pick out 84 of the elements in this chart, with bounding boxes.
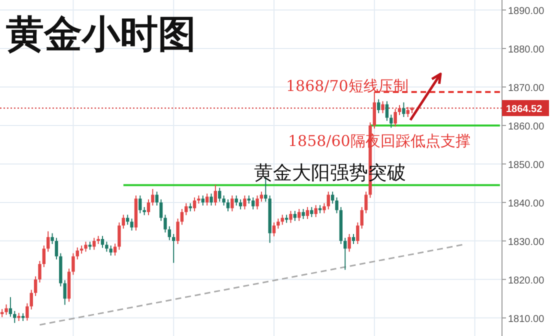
candlestick (155, 191, 158, 206)
candlestick (293, 210, 297, 222)
candlestick (243, 195, 246, 210)
candlestick (168, 226, 172, 241)
candlestick (76, 246, 79, 260)
candlestick (210, 193, 213, 206)
candlestick (30, 289, 33, 310)
candlestick (180, 208, 184, 226)
candlestick (146, 198, 150, 216)
candlestick (214, 184, 218, 206)
y-tick-label: 1830.00 (508, 236, 545, 248)
candlestick (360, 206, 364, 230)
candlestick (159, 198, 163, 222)
candlestick (13, 310, 16, 324)
chart-title: 黄金小时图 (6, 11, 196, 56)
candlestick (54, 237, 58, 260)
candlestick (344, 237, 347, 270)
candlestick (385, 100, 389, 122)
candlestick (322, 202, 326, 214)
candlestick (201, 195, 204, 206)
candlestick (4, 304, 8, 316)
candlestick (348, 234, 351, 252)
y-tick-label: 1860.00 (508, 121, 545, 132)
candlestick (46, 230, 50, 252)
candlestick (381, 100, 384, 114)
candlestick (238, 198, 242, 210)
candlestick (151, 188, 154, 206)
candlestick (84, 241, 88, 252)
candlestick (172, 234, 176, 264)
candlestick (105, 241, 108, 252)
candlestick (256, 195, 259, 210)
ref-line-label: 1864.52 (506, 104, 543, 116)
candlestick (289, 210, 292, 224)
candlestick (372, 91, 376, 130)
candlestick (272, 222, 276, 237)
candlestick (176, 218, 180, 245)
candlestick (130, 218, 134, 232)
candlestick (109, 245, 112, 256)
candlestick (364, 191, 368, 214)
candlestick (314, 204, 318, 218)
y-tick-label: 1840.00 (508, 198, 545, 210)
y-tick-label: 1890.00 (508, 6, 545, 18)
candlestick (42, 245, 46, 268)
candlestick (218, 187, 222, 202)
candlestick (234, 195, 238, 206)
candlestick (164, 214, 167, 233)
y-tick-label: 1850.00 (508, 160, 545, 171)
candlestick (310, 206, 314, 218)
candlestick (406, 106, 410, 118)
candlestick (138, 195, 142, 214)
candlestick (122, 214, 126, 230)
candlestick (306, 206, 310, 220)
candlestick (50, 232, 54, 245)
y-tick-label: 1870.00 (508, 82, 545, 94)
candlestick (298, 208, 301, 222)
candlestick (326, 191, 330, 210)
candlestick (302, 208, 305, 220)
y-tick-label: 1820.00 (508, 275, 545, 286)
candlestick (230, 195, 234, 212)
candlestick (251, 196, 255, 210)
y-tick-label: 1880.00 (508, 44, 545, 56)
candlestick (356, 222, 360, 245)
candlestick (63, 280, 66, 306)
candlestick (335, 196, 338, 214)
candlestick (330, 191, 334, 204)
candlestick (260, 191, 264, 202)
candlestick (100, 235, 104, 248)
candlestick (394, 108, 397, 128)
candlestick (38, 260, 42, 283)
candlestick (118, 222, 121, 250)
candlestick (205, 193, 209, 206)
candlestick (192, 196, 196, 212)
candlestick (352, 234, 356, 245)
candlestick (398, 104, 402, 116)
candlestick (34, 276, 38, 296)
candlestick (276, 218, 280, 230)
y-tick-label: 1810.00 (508, 314, 545, 325)
candlestick (113, 243, 117, 256)
candlestick (184, 202, 188, 216)
candlestick (26, 302, 29, 322)
candlestick (72, 252, 75, 276)
candlestick (222, 195, 226, 206)
candlestick (376, 98, 380, 114)
candlestick (402, 102, 406, 118)
